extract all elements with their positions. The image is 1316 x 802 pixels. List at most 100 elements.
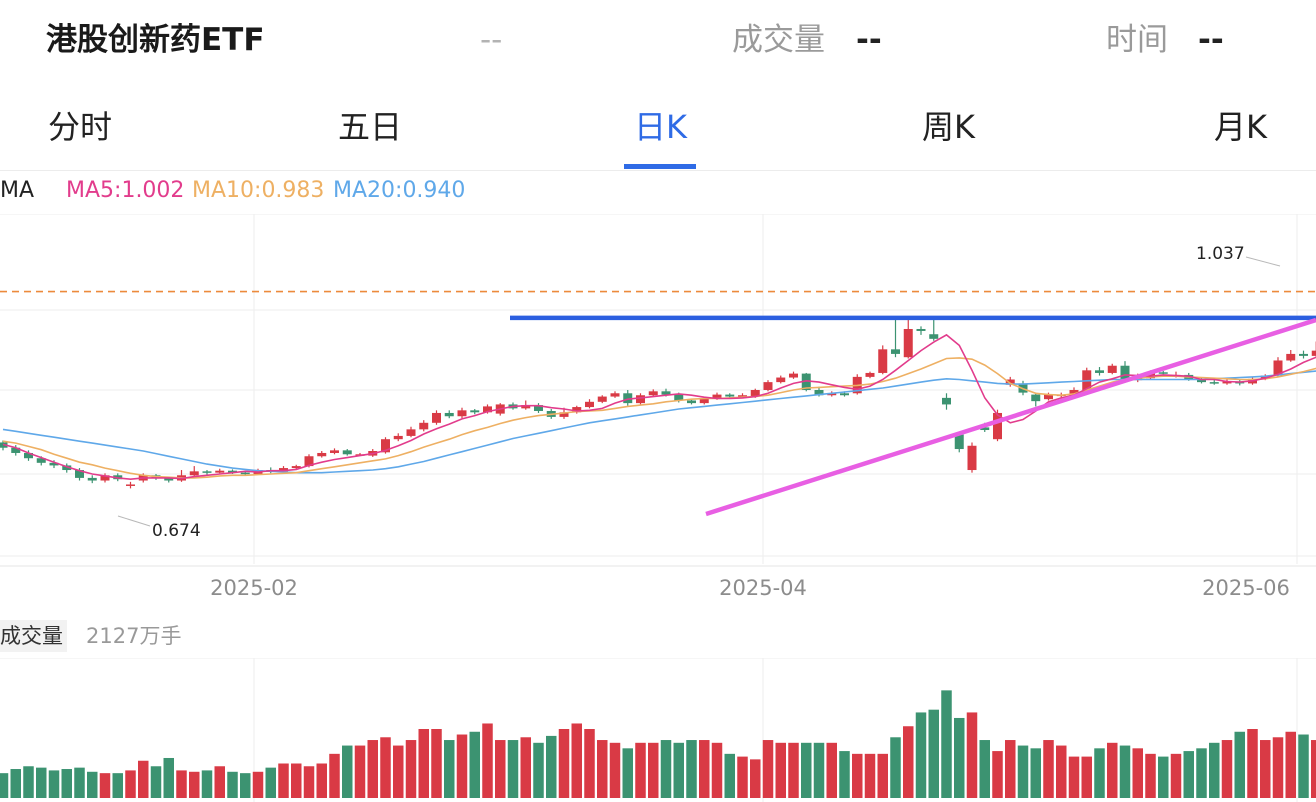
volume-panel-label: 成交量 xyxy=(0,620,67,652)
fund-title: 港股创新药ETF xyxy=(46,22,265,58)
candle-body xyxy=(610,393,620,397)
volume-bar xyxy=(23,766,34,798)
candle-body xyxy=(483,406,492,413)
volume-bar xyxy=(584,729,595,798)
candle-body xyxy=(585,401,594,408)
volume-bar xyxy=(418,729,429,798)
candle-body xyxy=(687,400,696,404)
candle-body xyxy=(406,429,416,436)
volume-bar xyxy=(227,771,238,798)
volume-bar xyxy=(737,756,748,798)
ma20-legend: MA20:0.940 xyxy=(333,178,466,203)
volume-bar xyxy=(788,742,799,798)
volume-chart[interactable] xyxy=(0,658,1316,802)
candle-body xyxy=(100,475,110,481)
candle-body xyxy=(1273,360,1283,376)
min-price-label: 0.674 xyxy=(152,521,201,541)
candle-body xyxy=(393,435,403,440)
candle-body xyxy=(444,412,454,417)
candle-body xyxy=(1197,379,1206,383)
volume-bar xyxy=(469,731,480,798)
volume-bar xyxy=(444,740,455,798)
volume-bar xyxy=(189,771,200,798)
volume-bar xyxy=(558,729,570,798)
volume-bar xyxy=(1145,753,1156,798)
volume-bar xyxy=(354,745,366,798)
volume-bar xyxy=(1298,734,1309,798)
volume-bar xyxy=(1311,740,1316,798)
ma5-legend: MA5:1.002 xyxy=(66,178,185,203)
active-tab-indicator xyxy=(624,164,696,169)
ma10-line xyxy=(2,357,1316,479)
volume-bar xyxy=(1209,742,1220,798)
candle-body xyxy=(419,422,429,430)
candlestick-chart[interactable]: 2025-02 2025-04 2025-06 1.037 0.674 xyxy=(0,214,1316,609)
x-tick-2025-02: 2025-02 xyxy=(210,576,298,600)
candle-body xyxy=(559,412,569,417)
volume-bar xyxy=(1081,756,1092,798)
volume-bar xyxy=(176,770,187,798)
candle-body xyxy=(279,468,288,472)
ma20-line xyxy=(2,370,1316,474)
volume-bar xyxy=(622,748,633,798)
volume-bar xyxy=(240,773,251,798)
trend-lines xyxy=(0,256,1316,527)
time-label: 时间 xyxy=(1106,22,1168,58)
volume-bar xyxy=(1094,748,1105,798)
candle-body xyxy=(597,396,607,402)
chart-labels: 2025-02 2025-04 2025-06 1.037 0.674 xyxy=(152,244,1290,600)
volume-bar xyxy=(928,709,939,798)
candles xyxy=(0,317,1316,489)
volume-bar xyxy=(966,712,978,798)
volume-bar xyxy=(1221,740,1233,798)
candle-body xyxy=(87,477,97,481)
price-value: -- xyxy=(480,22,503,58)
volume-bar xyxy=(1170,753,1182,798)
volume-bar xyxy=(1107,742,1118,798)
volume-bar xyxy=(979,740,990,798)
volume-bar xyxy=(941,690,952,798)
candle-body xyxy=(865,372,875,377)
x-tick-2025-04: 2025-04 xyxy=(719,576,807,600)
tab-weekly-k[interactable]: 周K xyxy=(922,108,975,146)
volume-bar xyxy=(546,735,557,798)
candle-body xyxy=(1209,382,1219,384)
candle-body xyxy=(304,456,314,467)
volume-bar xyxy=(1119,745,1131,798)
candle-body xyxy=(1031,394,1041,402)
tab-intraday[interactable]: 分时 xyxy=(48,108,113,146)
x-tick-2025-06: 2025-06 xyxy=(1202,576,1290,600)
max-label-leader xyxy=(1245,256,1281,267)
volume-bar xyxy=(1285,731,1296,798)
candle-body xyxy=(980,427,990,431)
volume-bar xyxy=(635,742,646,798)
volume-bar xyxy=(520,737,531,798)
candle-body xyxy=(903,328,913,358)
candle-body xyxy=(432,412,441,423)
tab-monthly-k[interactable]: 月K xyxy=(1214,108,1267,146)
volume-bar xyxy=(1043,740,1054,798)
volume-bar xyxy=(74,767,85,798)
volume-bar xyxy=(1132,748,1143,798)
volume-bar xyxy=(1068,756,1080,798)
candle-body xyxy=(75,470,84,478)
volume-bar xyxy=(1260,740,1271,798)
candle-body xyxy=(189,471,199,476)
tab-daily-k[interactable]: 日K xyxy=(634,108,687,146)
volume-bar xyxy=(609,742,621,798)
candle-body xyxy=(572,407,582,413)
volume-bar xyxy=(571,723,582,798)
tab-five-day[interactable]: 五日 xyxy=(338,108,403,146)
candle-body xyxy=(929,334,939,339)
candle-body xyxy=(738,395,747,397)
candle-body xyxy=(11,447,21,453)
candle-body xyxy=(712,394,722,399)
volume-bar xyxy=(533,742,544,798)
candle-body xyxy=(1299,353,1308,356)
volume-bar xyxy=(648,742,659,798)
ma5-line xyxy=(2,333,1316,481)
volume-bar xyxy=(724,753,735,798)
volume-bar xyxy=(1005,740,1016,798)
candle-body xyxy=(674,394,684,401)
candle-body xyxy=(1311,350,1316,356)
